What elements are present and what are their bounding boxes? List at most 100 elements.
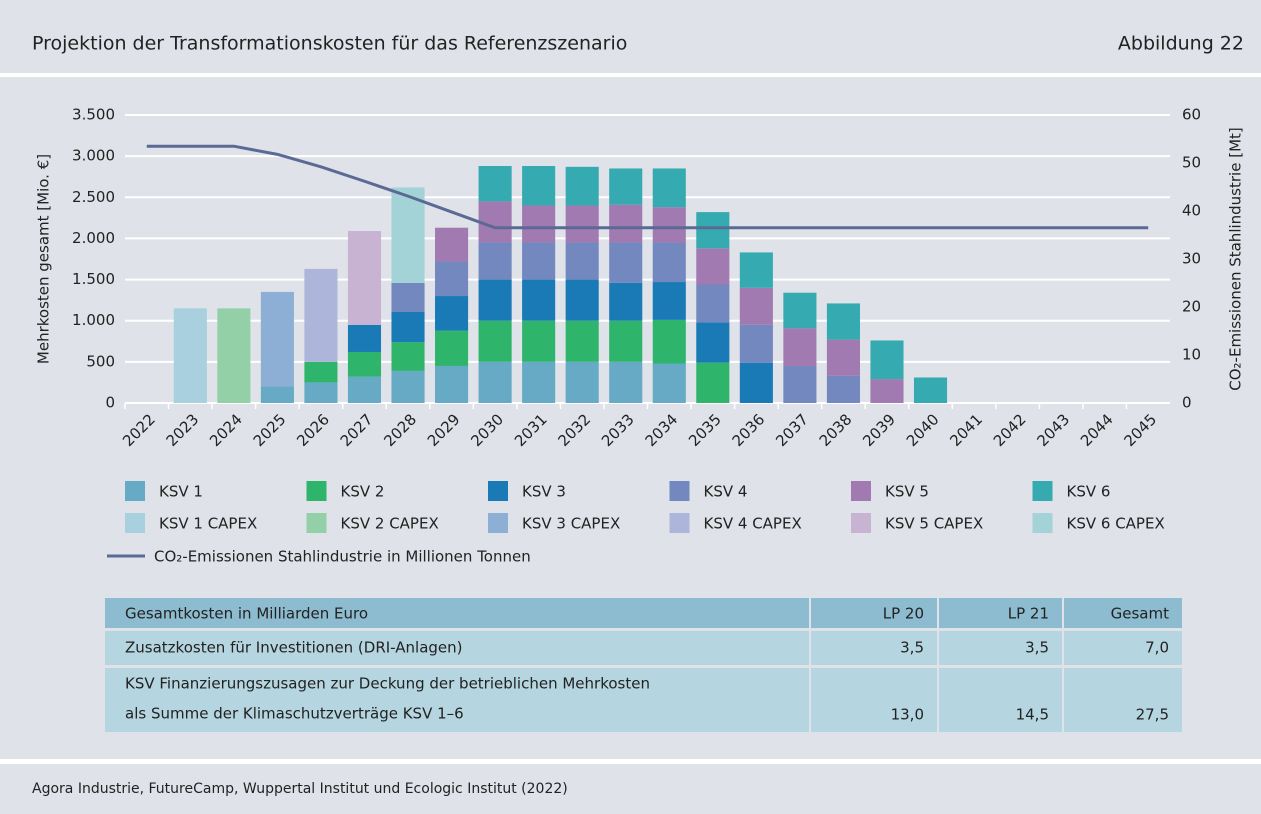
bar-segment bbox=[652, 207, 686, 243]
legend-label: KSV 4 bbox=[704, 483, 748, 501]
bar-segment bbox=[478, 361, 512, 403]
bar-segment bbox=[609, 242, 643, 283]
bar-segment bbox=[826, 303, 860, 340]
bar-segment bbox=[696, 212, 730, 249]
bar-segment bbox=[609, 282, 643, 321]
bar-segment bbox=[826, 339, 860, 376]
y-tick-label: 2.000 bbox=[72, 229, 115, 247]
legend-label: KSV 6 CAPEX bbox=[1067, 515, 1165, 533]
bar-segment bbox=[739, 287, 773, 325]
bar-segment bbox=[913, 377, 948, 403]
y2-tick-label: 50 bbox=[1182, 154, 1201, 172]
table-header: LP 21 bbox=[1008, 605, 1049, 623]
table-value: 7,0 bbox=[1145, 639, 1169, 657]
bar-segment bbox=[391, 370, 425, 403]
legend-label: KSV 2 bbox=[341, 483, 385, 501]
bar-segment bbox=[173, 308, 207, 403]
figure-label: Abbildung 22 bbox=[1118, 33, 1244, 55]
y-tick-label: 0 bbox=[105, 394, 115, 412]
bar-segment bbox=[347, 324, 382, 352]
bar-segment bbox=[435, 296, 469, 331]
table-value: 27,5 bbox=[1136, 706, 1169, 724]
legend-swatch bbox=[851, 481, 871, 501]
title: Projektion der Transformationskosten für… bbox=[32, 33, 627, 55]
bar-segment bbox=[739, 324, 773, 363]
legend-label: CO₂-Emissionen Stahlindustrie in Million… bbox=[154, 548, 531, 566]
y-tick-label: 500 bbox=[86, 352, 115, 370]
bar-segment bbox=[217, 308, 251, 403]
bar-segment bbox=[565, 279, 599, 321]
bar-segment bbox=[391, 311, 425, 343]
bar-segment bbox=[304, 361, 338, 383]
y-tick-label: 2.500 bbox=[72, 188, 115, 206]
bar-segment bbox=[435, 365, 469, 403]
y2-tick-label: 20 bbox=[1182, 298, 1201, 316]
table-value: 14,5 bbox=[1016, 706, 1049, 724]
bar-segment bbox=[522, 361, 556, 403]
bar-segment bbox=[260, 386, 294, 403]
bar-segment bbox=[391, 342, 425, 371]
legend-label: KSV 1 bbox=[159, 483, 203, 501]
y2-tick-label: 0 bbox=[1182, 394, 1192, 412]
bar-segment bbox=[304, 382, 338, 403]
table-value: 3,5 bbox=[1025, 639, 1049, 657]
bar-segment bbox=[609, 204, 643, 243]
table-cell bbox=[811, 668, 937, 732]
divider bbox=[0, 73, 1261, 77]
table-header: Gesamt bbox=[1111, 605, 1169, 623]
legend-label: KSV 2 CAPEX bbox=[341, 515, 439, 533]
table-header: Gesamtkosten in Milliarden Euro bbox=[125, 605, 368, 623]
legend-label: KSV 3 bbox=[522, 483, 566, 501]
bar-segment bbox=[347, 351, 382, 377]
table-label: Zusatzkosten für Investitionen (DRI-Anla… bbox=[125, 639, 463, 657]
table-cell bbox=[105, 668, 809, 732]
y-tick-label: 3.000 bbox=[72, 147, 115, 165]
bar-segment bbox=[783, 328, 817, 366]
legend-swatch bbox=[306, 481, 327, 501]
table-cell bbox=[939, 668, 1062, 732]
legend-swatch bbox=[669, 513, 690, 533]
legend-swatch bbox=[488, 481, 508, 501]
y2-tick-label: 60 bbox=[1182, 106, 1201, 124]
table-cell bbox=[1064, 668, 1182, 732]
bar-segment bbox=[652, 282, 686, 320]
bar-segment bbox=[522, 320, 556, 362]
legend-swatch bbox=[851, 513, 871, 533]
bar-segment bbox=[478, 201, 512, 243]
bar-segment bbox=[478, 242, 512, 280]
table-cell bbox=[811, 598, 937, 628]
bar-segment bbox=[696, 248, 730, 285]
bar-segment bbox=[391, 282, 425, 312]
line bbox=[146, 144, 1149, 230]
bar-segment bbox=[870, 340, 904, 380]
bar-segment bbox=[304, 268, 338, 362]
bar-segment bbox=[652, 363, 686, 403]
y-tick-label: 1.500 bbox=[72, 270, 115, 288]
divider bbox=[0, 759, 1261, 764]
source: Agora Industrie, FutureCamp, Wuppertal I… bbox=[32, 781, 568, 797]
bar-segment bbox=[609, 320, 643, 362]
table-cell bbox=[1064, 631, 1182, 665]
bar-segment bbox=[260, 291, 294, 387]
bar-segment bbox=[435, 330, 469, 366]
table-header: LP 20 bbox=[883, 605, 924, 623]
y2-tick-label: 30 bbox=[1182, 250, 1201, 268]
table-cell bbox=[939, 631, 1062, 665]
table-cell bbox=[105, 631, 809, 665]
bar-segment bbox=[739, 252, 773, 288]
bar-segment bbox=[565, 205, 599, 243]
table-cell bbox=[939, 598, 1062, 628]
legend-label: KSV 5 bbox=[885, 483, 929, 501]
bar-segment bbox=[696, 284, 730, 323]
legend-label: KSV 5 CAPEX bbox=[885, 515, 983, 533]
legend-swatch bbox=[669, 481, 690, 501]
y-tick-label: 3.500 bbox=[72, 106, 115, 124]
y2-tick-label: 10 bbox=[1182, 346, 1201, 364]
bar-segment bbox=[435, 227, 469, 262]
table-cell bbox=[811, 631, 937, 665]
bar-segment bbox=[652, 168, 686, 208]
bar-segment bbox=[696, 362, 730, 403]
y2-tick-label: 40 bbox=[1182, 202, 1201, 220]
y2-axis-label: CO₂-Emissionen Stahlindustrie [Mt] bbox=[1227, 127, 1245, 390]
